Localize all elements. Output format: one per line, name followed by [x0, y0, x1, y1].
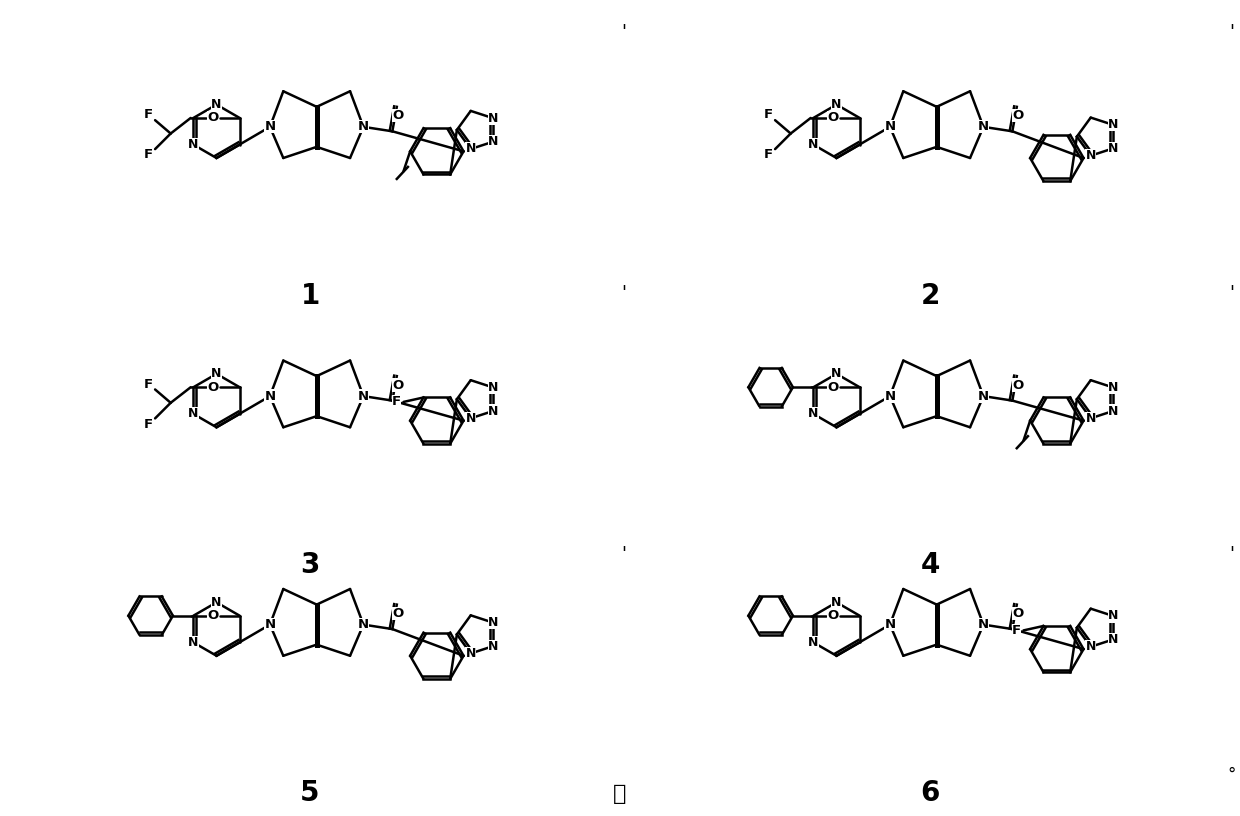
Text: N: N	[211, 367, 222, 380]
Text: N: N	[211, 596, 222, 609]
Text: N: N	[487, 381, 498, 394]
Text: N: N	[487, 616, 498, 629]
Text: N: N	[1107, 381, 1118, 394]
Text: F: F	[764, 149, 773, 162]
Text: N: N	[465, 647, 476, 660]
Text: ': '	[1229, 545, 1234, 563]
Text: 4: 4	[920, 551, 940, 579]
Text: ': '	[621, 23, 626, 41]
Text: O: O	[827, 610, 838, 623]
Text: N: N	[884, 389, 895, 402]
Text: N: N	[1107, 405, 1118, 418]
Text: N: N	[465, 143, 476, 156]
Text: N: N	[487, 640, 498, 653]
Text: O: O	[392, 109, 403, 122]
Text: N: N	[188, 138, 198, 151]
Text: N: N	[487, 405, 498, 418]
Text: N: N	[358, 618, 370, 631]
Text: O: O	[392, 379, 403, 392]
Text: 5: 5	[300, 779, 320, 807]
Text: ': '	[1229, 23, 1234, 41]
Text: N: N	[358, 389, 370, 402]
Text: N: N	[358, 120, 370, 133]
Text: ': '	[621, 284, 626, 302]
Text: N: N	[808, 407, 818, 420]
Text: N: N	[808, 636, 818, 649]
Text: N: N	[1107, 633, 1118, 646]
Text: N: N	[188, 636, 198, 649]
Text: N: N	[884, 120, 895, 133]
Text: F: F	[144, 418, 153, 431]
Text: N: N	[264, 389, 275, 402]
Text: N: N	[188, 407, 198, 420]
Text: O: O	[207, 112, 218, 125]
Text: 6: 6	[920, 779, 940, 807]
Text: N: N	[487, 112, 498, 125]
Text: N: N	[1107, 142, 1118, 155]
Text: O: O	[392, 607, 403, 620]
Text: N: N	[1107, 118, 1118, 131]
Text: N: N	[1085, 412, 1096, 425]
Text: 1: 1	[300, 282, 320, 309]
Text: 2: 2	[920, 282, 940, 309]
Text: F: F	[764, 109, 773, 122]
Text: N: N	[884, 618, 895, 631]
Text: F: F	[392, 396, 402, 409]
Text: N: N	[465, 412, 476, 425]
Text: O: O	[1012, 109, 1023, 122]
Text: N: N	[1085, 641, 1096, 654]
Text: N: N	[808, 138, 818, 151]
Text: O: O	[1012, 607, 1023, 620]
Text: 或: 或	[614, 783, 626, 804]
Text: 3: 3	[300, 551, 320, 579]
Text: N: N	[211, 98, 222, 111]
Text: F: F	[1012, 624, 1022, 637]
Text: N: N	[831, 596, 842, 609]
Text: O: O	[827, 112, 838, 125]
Text: N: N	[264, 120, 275, 133]
Text: O: O	[207, 610, 218, 623]
Text: N: N	[487, 135, 498, 149]
Text: N: N	[978, 618, 990, 631]
Text: O: O	[827, 381, 838, 394]
Text: F: F	[144, 378, 153, 391]
Text: ': '	[1229, 284, 1234, 302]
Text: N: N	[831, 98, 842, 111]
Text: N: N	[264, 618, 275, 631]
Text: F: F	[144, 109, 153, 122]
Text: O: O	[207, 381, 218, 394]
Text: N: N	[978, 120, 990, 133]
Text: N: N	[978, 389, 990, 402]
Text: °: °	[1228, 765, 1235, 783]
Text: F: F	[144, 149, 153, 162]
Text: N: N	[1085, 149, 1096, 162]
Text: ': '	[621, 545, 626, 563]
Text: N: N	[831, 367, 842, 380]
Text: O: O	[1012, 379, 1023, 392]
Text: N: N	[1107, 610, 1118, 623]
